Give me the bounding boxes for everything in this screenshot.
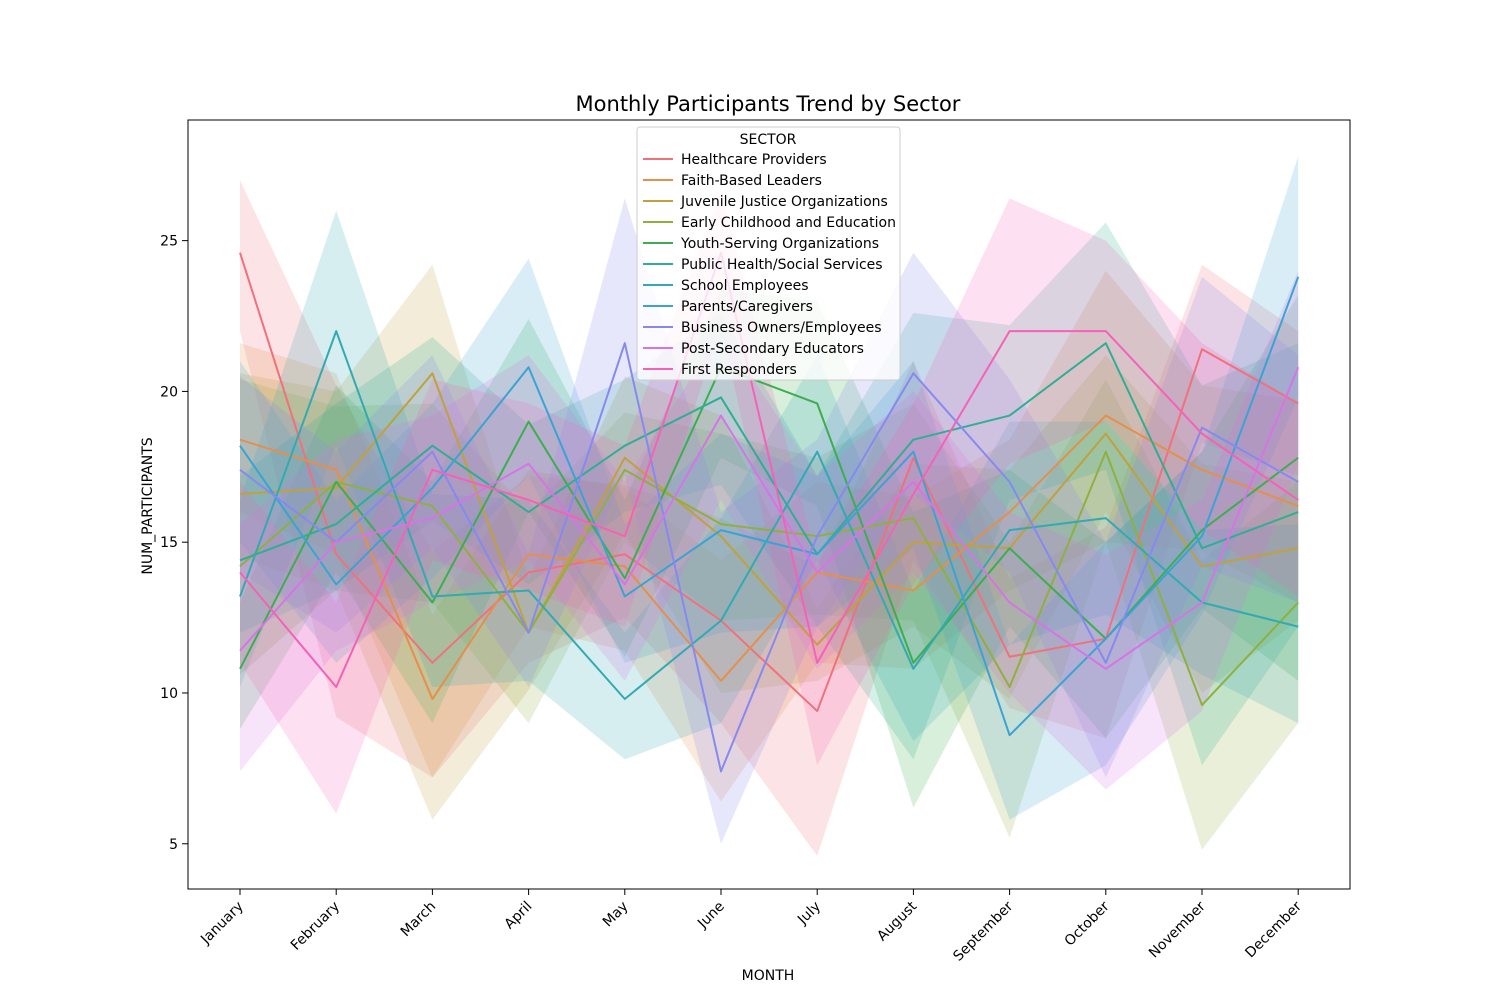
- band-business-owners-employees: [240, 198, 1299, 844]
- x-axis: January February March April May June July Augu…: [197, 889, 1305, 965]
- line-juvenile-justice-organizations: [239, 372, 1299, 646]
- x-tick-label: March: [398, 899, 439, 940]
- legend-item-post-secondary-educators: Post-Secondary Educators: [643, 341, 864, 357]
- legend-label: Early Childhood and Education: [681, 215, 896, 231]
- band-youth-serving-organizations: [240, 288, 1299, 808]
- legend-item-faith-based-leaders: Faith-Based Leaders: [643, 173, 822, 189]
- y-tick-label: 15: [160, 535, 178, 551]
- legend-label: Faith-Based Leaders: [681, 173, 822, 189]
- chart-title: Monthly Participants Trend by Sector: [576, 92, 961, 116]
- x-axis-label: MONTH: [742, 968, 795, 984]
- legend-item-school-employees: School Employees: [643, 278, 809, 294]
- line-faith-based-leaders: [239, 414, 1299, 701]
- band-healthcare-providers: [240, 180, 1299, 856]
- x-tick-label: December: [1242, 898, 1305, 961]
- y-tick-label: 20: [160, 384, 178, 400]
- legend-item-youth-serving-organizations: Youth-Serving Organizations: [643, 236, 879, 252]
- x-tick-label: April: [501, 899, 535, 933]
- band-parents-caregivers: [240, 156, 1299, 820]
- legend-frame: [636, 126, 901, 381]
- x-tick-label: June: [694, 899, 728, 933]
- legend-label: First Responders: [681, 362, 797, 378]
- x-tick-label: January: [197, 899, 247, 949]
- legend: SECTOR Healthcare Providers Faith-Based L…: [636, 126, 901, 381]
- band-school-employees: [240, 210, 1299, 760]
- x-tick-label: July: [794, 899, 824, 929]
- x-tick-label: May: [600, 899, 632, 931]
- legend-item-early-childhood-and-education: Early Childhood and Education: [643, 215, 896, 231]
- band-early-childhood-and-education: [240, 379, 1299, 850]
- legend-item-business-owners-employees: Business Owners/Employees: [643, 320, 882, 336]
- line-public-health-social-services: [239, 342, 1299, 562]
- legend-title: SECTOR: [740, 132, 797, 148]
- line-post-secondary-educators: [239, 366, 1300, 670]
- legend-label: School Employees: [681, 278, 809, 294]
- band-first-responders: [240, 192, 1299, 814]
- y-tick-label: 5: [169, 837, 178, 853]
- legend-label: Parents/Caregivers: [681, 299, 813, 315]
- y-tick-label: 25: [160, 234, 178, 250]
- legend-label: Public Health/Social Services: [681, 257, 883, 273]
- x-tick-label: October: [1062, 898, 1113, 949]
- legend-label: Juvenile Justice Organizations: [680, 194, 888, 210]
- y-axis: 5 10 15 20 25: [160, 234, 188, 853]
- x-tick-label: September: [950, 898, 1016, 964]
- legend-item-juvenile-justice-organizations: Juvenile Justice Organizations: [643, 194, 888, 210]
- line-business-owners-employees: [239, 342, 1299, 773]
- legend-label: Healthcare Providers: [681, 152, 827, 168]
- line-early-childhood-and-education: [239, 450, 1299, 707]
- legend-label: Business Owners/Employees: [681, 320, 882, 336]
- legend-label: Post-Secondary Educators: [681, 341, 864, 357]
- legend-item-first-responders: First Responders: [643, 362, 797, 378]
- line-school-employees: [239, 330, 1299, 701]
- legend-item-parents-caregivers: Parents/Caregivers: [643, 299, 813, 315]
- legend-item-healthcare-providers: Healthcare Providers: [643, 152, 827, 168]
- legend-label: Youth-Serving Organizations: [680, 236, 879, 252]
- x-tick-label: November: [1146, 898, 1209, 961]
- line-healthcare-providers: [239, 252, 1299, 713]
- y-tick-label: 10: [160, 686, 178, 702]
- x-tick-label: February: [288, 899, 343, 954]
- line-first-responders: [239, 251, 1299, 688]
- plot-frame: [187, 119, 1351, 890]
- series-lines: [239, 251, 1300, 773]
- legend-item-public-health-social-services: Public Health/Social Services: [643, 257, 883, 273]
- x-tick-label: August: [874, 898, 920, 944]
- y-axis-label: NUM_PARTICIPANTS: [140, 437, 156, 574]
